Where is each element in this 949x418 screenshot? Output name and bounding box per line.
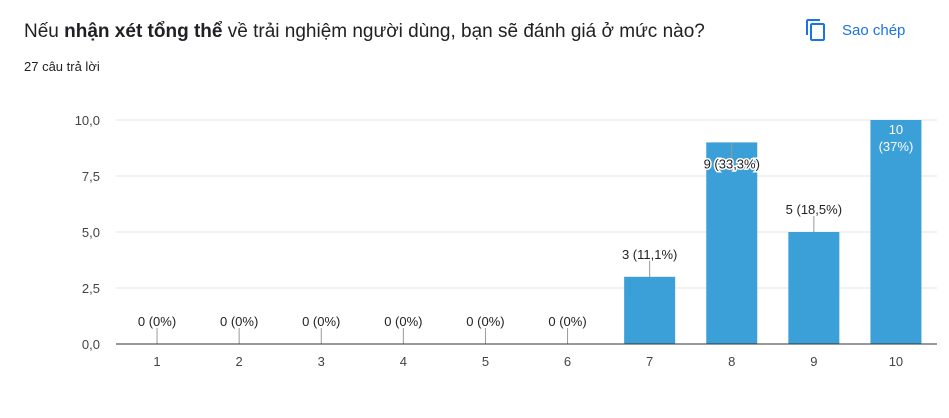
data-label: (37%): [879, 139, 914, 154]
data-label: 0 (0%): [384, 314, 422, 329]
y-tick-label: 7,5: [82, 169, 100, 184]
data-label: 9 (33,3%): [704, 156, 760, 171]
question-prefix: Nếu: [24, 21, 65, 42]
y-tick-label: 5,0: [82, 225, 100, 240]
data-label: 0 (0%): [220, 314, 258, 329]
data-label: 3 (11,1%): [622, 247, 677, 262]
x-tick-label: 4: [400, 354, 407, 369]
bar: [870, 120, 922, 344]
question-title: Nếu nhận xét tổng thể về trải nghiệm ngư…: [24, 19, 705, 45]
question-suffix: về trải nghiệm người dùng, bạn sẽ đánh g…: [222, 21, 705, 42]
copy-button[interactable]: Sao chép: [796, 10, 915, 50]
data-label: 0 (0%): [138, 314, 176, 329]
copy-icon: [806, 19, 825, 41]
x-tick-label: 3: [318, 354, 325, 369]
x-tick-label: 2: [236, 354, 243, 369]
y-tick-label: 10,0: [75, 113, 100, 128]
response-count: 27 câu trả lời: [24, 59, 100, 74]
x-tick-label: 7: [646, 354, 653, 369]
x-tick-label: 5: [482, 354, 489, 369]
x-tick-label: 10: [889, 354, 903, 369]
bar: [706, 142, 758, 344]
y-tick-label: 0,0: [82, 337, 100, 352]
data-label: 5 (18,5%): [786, 202, 842, 217]
data-label: 0 (0%): [466, 314, 504, 329]
data-label: 10: [889, 122, 903, 137]
x-tick-label: 1: [153, 354, 160, 369]
x-tick-label: 9: [810, 354, 817, 369]
data-label: 0 (0%): [302, 314, 340, 329]
x-tick-label: 8: [728, 354, 735, 369]
bar: [788, 232, 840, 344]
bar-chart: 0,0 2,5 5,0 7,5 10,0 1 0 (0%) 2 0 (0%) 3 0 (0%) 4 0 …: [75, 113, 937, 369]
x-tick-label: 6: [564, 354, 571, 369]
data-label: 0 (0%): [548, 314, 586, 329]
bar: [624, 276, 676, 344]
copy-button-label: Sao chép: [842, 21, 906, 39]
y-tick-label: 2,5: [82, 281, 100, 296]
question-bold: nhận xét tổng thể: [64, 21, 223, 42]
